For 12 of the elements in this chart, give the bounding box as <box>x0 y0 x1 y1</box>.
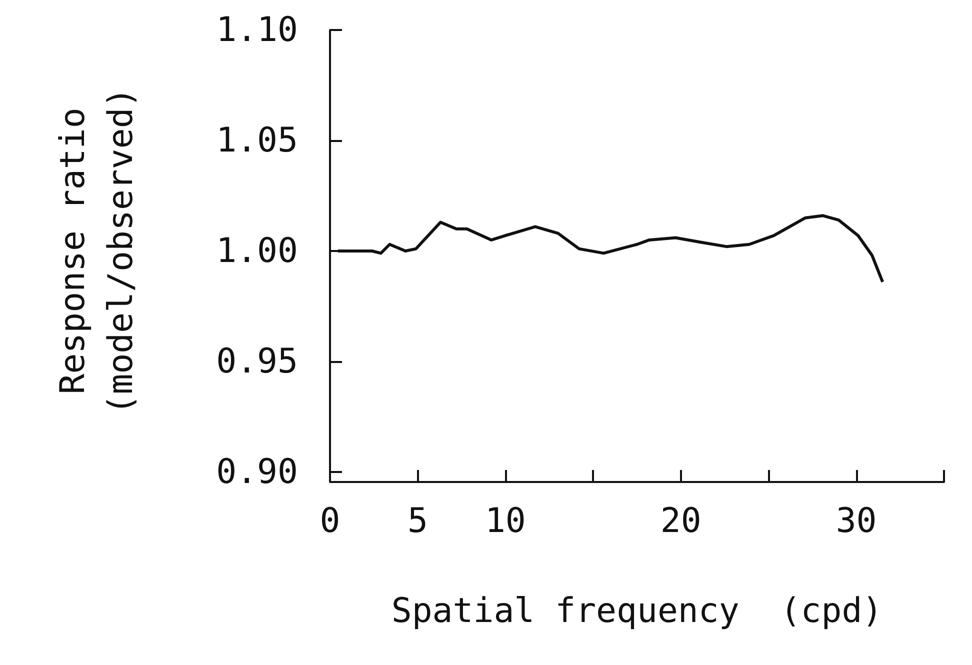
y-tick-label: 0.95 <box>216 342 298 382</box>
x-tick-label: 10 <box>484 501 526 541</box>
y-tick-label: 1.10 <box>216 10 298 50</box>
x-tick-label: 30 <box>836 501 877 541</box>
x-tick-label: 0 <box>320 501 340 541</box>
y-tick-label: 1.05 <box>216 120 298 160</box>
y-tick-label: 1.00 <box>216 231 298 271</box>
y-axis-title: Response ratio (model/observed) <box>53 87 141 415</box>
y-tick-label: 0.90 <box>216 452 298 492</box>
x-axis-title: Spatial frequency (cpd) <box>391 591 883 631</box>
x-tick-label: 5 <box>407 501 428 541</box>
x-tick-label: 20 <box>660 501 702 541</box>
